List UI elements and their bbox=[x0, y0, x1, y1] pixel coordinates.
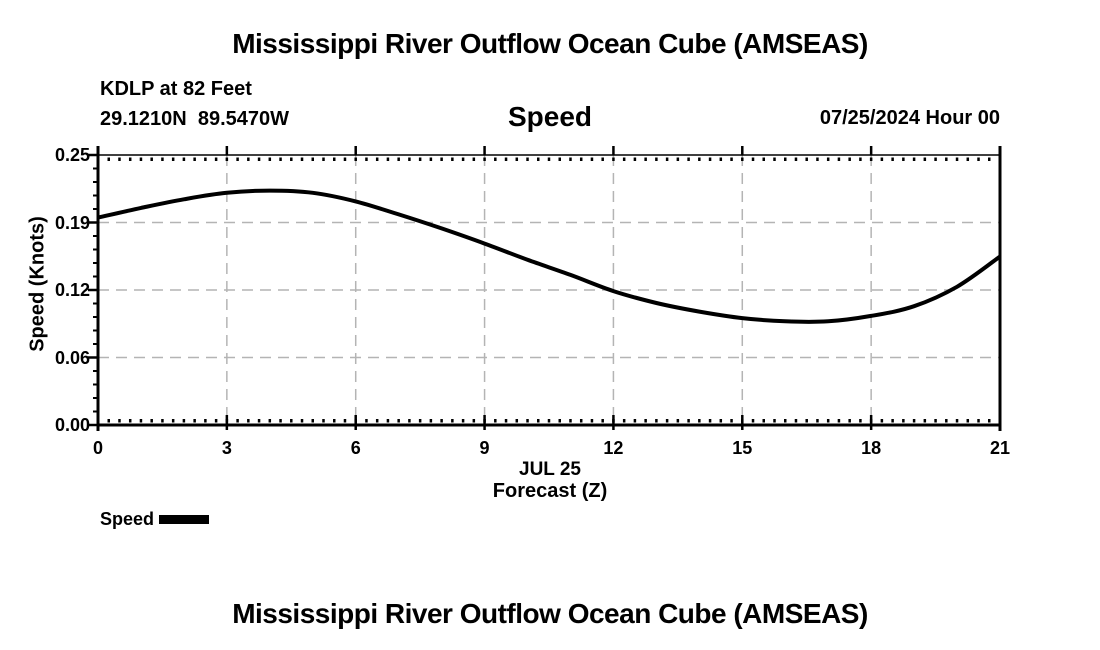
y-tick-label: 0.12 bbox=[54, 280, 90, 300]
speed-curve bbox=[97, 188, 1002, 324]
x-axis-date-label: JUL 25 bbox=[519, 459, 581, 480]
x-tick-label: 15 bbox=[732, 438, 753, 458]
legend: Speed bbox=[100, 509, 210, 529]
y-tick-label: 0.06 bbox=[54, 347, 90, 368]
x-axis-title: Forecast (Z) bbox=[492, 480, 608, 502]
x-tick-label: 12 bbox=[603, 438, 624, 458]
x-tick-label: 18 bbox=[861, 438, 882, 458]
x-tick-label: 6 bbox=[350, 438, 361, 458]
x-tick-label: 0 bbox=[92, 438, 103, 458]
panel-title: Speed bbox=[507, 101, 593, 132]
run-datetime-label: 07/25/2024 Hour 00 bbox=[819, 107, 1000, 129]
x-tick-label: 9 bbox=[479, 438, 490, 458]
chart-title-top: Mississippi River Outflow Ocean Cube (AM… bbox=[232, 28, 868, 59]
chart-title-bottom: Mississippi River Outflow Ocean Cube (AM… bbox=[232, 598, 868, 629]
x-tick-label: 3 bbox=[221, 438, 232, 458]
y-tick-label: 0.19 bbox=[54, 212, 90, 233]
x-tick-label: 21 bbox=[989, 438, 1011, 458]
legend-line-swatch bbox=[159, 514, 210, 524]
y-tick-label: 0.25 bbox=[54, 145, 90, 165]
legend-series-label: Speed bbox=[100, 509, 155, 529]
station-coordinates: 29.1210N 89.5470W bbox=[100, 108, 290, 130]
station-label: KDLP at 82 Feet bbox=[100, 78, 252, 100]
y-tick-label: 0.00 bbox=[54, 415, 90, 435]
